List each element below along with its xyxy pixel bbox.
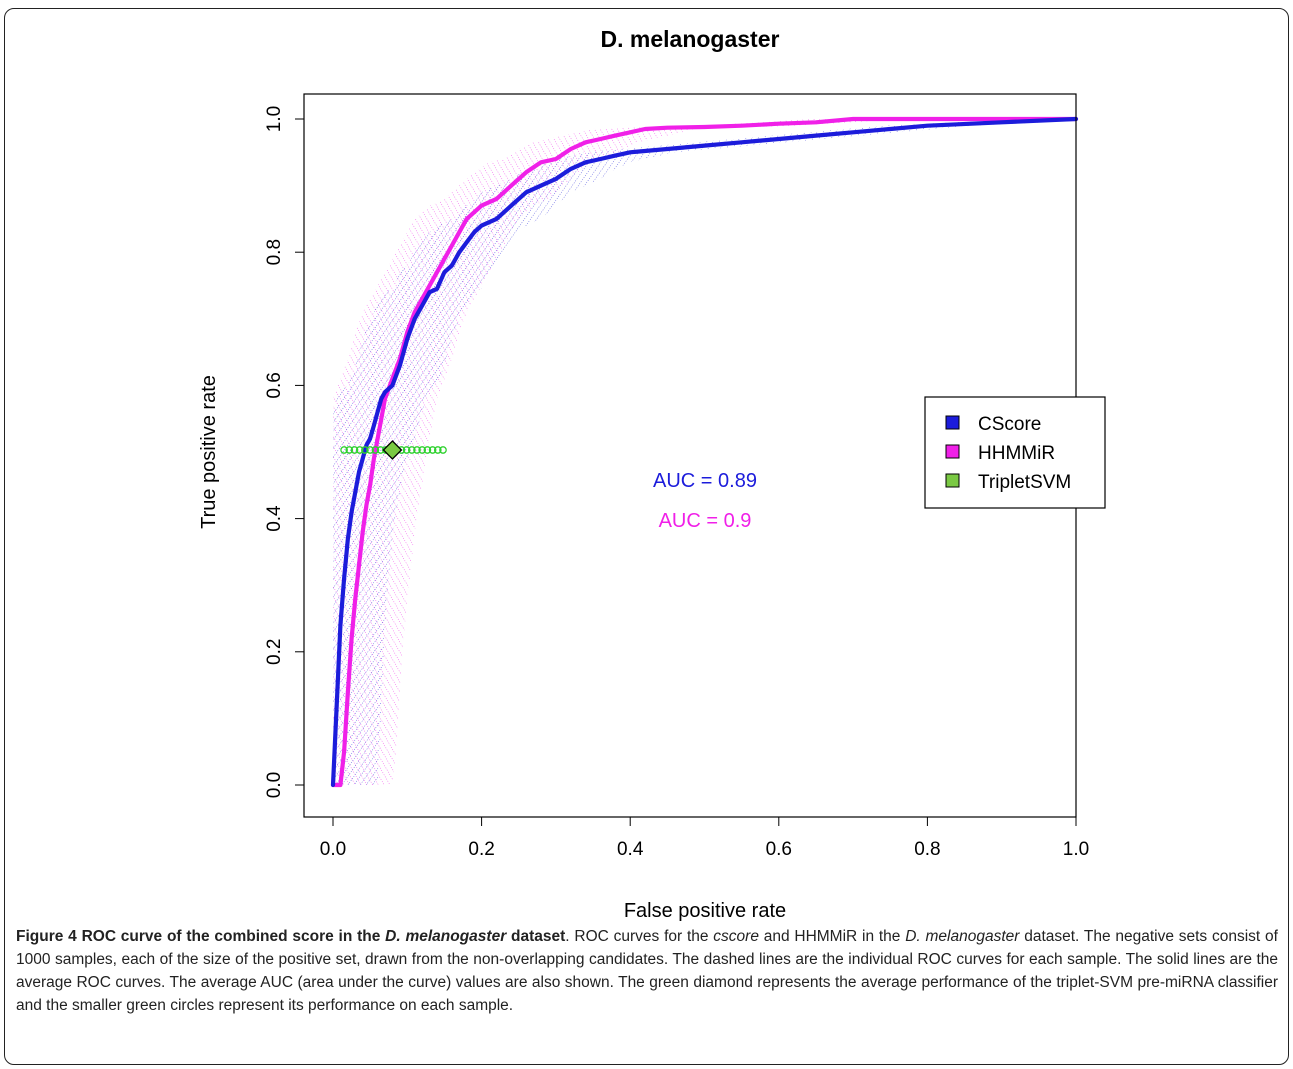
y-axis-ticks: 0.0 0.2 0.4 0.6 0.8 1.0 [264, 106, 305, 798]
roc-line-cscore [330, 116, 1079, 788]
svm-sample-point [423, 446, 432, 454]
legend-swatch-cscore [945, 415, 960, 430]
caption-title-pre: ROC curve of the combined score in the [81, 928, 386, 945]
roc-chart: D. melanogaster 0.0 0.2 0.4 0.6 0.8 1.0 0.00.… [198, 26, 1106, 922]
caption-body-cscore: cscore [713, 928, 759, 945]
auc-cscore-label: AUC = 0.89 [653, 470, 757, 492]
svm-sample-point [413, 446, 421, 454]
svm-average-point [382, 440, 403, 460]
x-tick-label: 0.8 [914, 839, 940, 860]
x-tick-label: 0.4 [617, 839, 644, 860]
svm-sample-point [418, 446, 427, 454]
x-tick-label: 0.2 [468, 839, 494, 860]
x-axis-ticks: 0.0 0.2 0.4 0.6 0.8 1.0 [320, 816, 1089, 860]
y-tick-label: 0.8 [264, 239, 285, 265]
legend-label-tripletsvm: TripletSVM [978, 472, 1071, 493]
svm-sample-point [402, 446, 411, 454]
caption-body-2: and HHMMiR in the [758, 928, 906, 945]
caption-figure-label: Figure 4 [16, 928, 82, 945]
caption-body-species: D. melanogaster [905, 928, 1020, 945]
figure-caption: Figure 4 ROC curve of the combined score… [16, 925, 1278, 1017]
roc-line-hhmmir [330, 116, 1079, 788]
svm-sample-point [350, 446, 359, 454]
x-axis-label: False positive rate [624, 900, 786, 922]
svm-sample-point [345, 446, 354, 454]
svm-sample-point [355, 446, 364, 454]
y-axis-label: True positive rate [198, 375, 220, 529]
y-tick-label: 0.2 [264, 639, 285, 665]
y-tick-label: 0.6 [264, 372, 285, 398]
legend-swatch-tripletsvm [945, 473, 960, 488]
y-tick-label: 1.0 [264, 106, 285, 132]
y-tick-label: 0.4 [264, 505, 285, 532]
legend: CScore HHMMiR TripletSVM [924, 396, 1106, 509]
average-roc-lines [330, 116, 1079, 788]
auc-hhmmir-label: AUC = 0.9 [659, 510, 752, 532]
svm-sample-point [371, 446, 380, 454]
y-tick-label: 0.0 [264, 772, 285, 798]
x-tick-label: 0.6 [766, 839, 792, 860]
svm-sample-point [439, 446, 447, 454]
svm-sample-point [433, 446, 442, 454]
svm-sample-point [428, 446, 437, 454]
legend-label-cscore: CScore [978, 414, 1041, 435]
caption-body-1: . ROC curves for the [565, 928, 714, 945]
svm-sample-point [340, 446, 348, 454]
legend-swatch-hhmmir [945, 444, 960, 459]
figure-frame [4, 8, 1289, 1065]
chart-title: D. melanogaster [601, 26, 780, 52]
svm-sample-point [361, 446, 369, 454]
x-tick-label: 0.0 [320, 839, 346, 860]
svm-sample-point [407, 446, 416, 454]
triplet-svm-markers [340, 440, 447, 460]
x-tick-label: 1.0 [1063, 839, 1089, 860]
caption-title-species: D. melanogaster [385, 928, 507, 945]
legend-label-hhmmir: HHMMiR [978, 443, 1055, 464]
caption-body-3: dataset. The negative sets consist of 10… [16, 928, 1278, 1014]
caption-title-post: dataset [506, 928, 566, 945]
svm-sample-point [366, 446, 374, 454]
